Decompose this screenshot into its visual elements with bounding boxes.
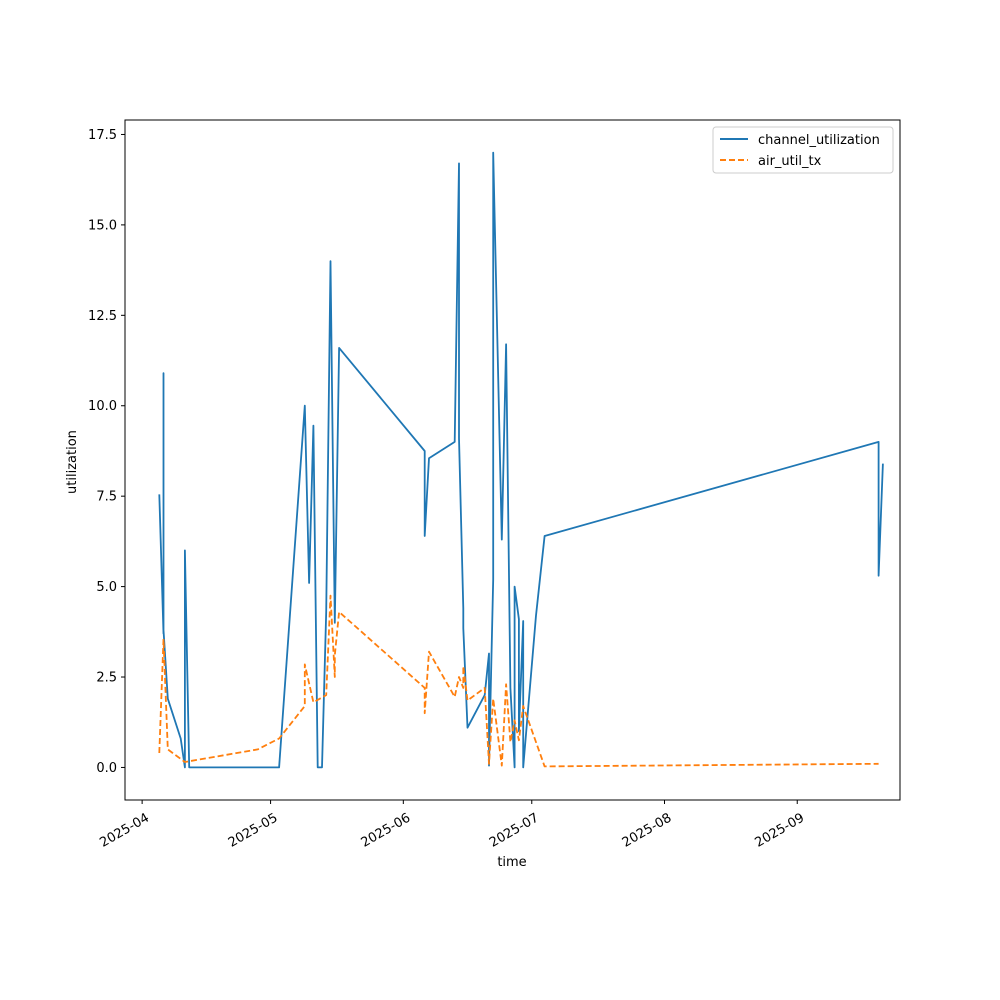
series-line-air-util-tx bbox=[158, 594, 879, 768]
y-tick-label: 15.0 bbox=[88, 218, 117, 233]
y-axis-label: utilization bbox=[65, 430, 80, 494]
y-tick-label: 2.5 bbox=[96, 671, 117, 686]
x-axis-label: time bbox=[497, 855, 526, 870]
series-layer bbox=[158, 151, 884, 769]
y-tick-label: 17.5 bbox=[88, 128, 117, 143]
legend-label-channel-utilization: channel_utilization bbox=[758, 133, 880, 148]
y-tick-label: 12.5 bbox=[88, 309, 117, 324]
legend: channel_utilization air_util_tx bbox=[712, 126, 894, 174]
y-tick-label: 0.0 bbox=[96, 761, 117, 776]
y-tick-label: 7.5 bbox=[96, 490, 117, 505]
y-tick-label: 5.0 bbox=[96, 580, 117, 595]
series-line-channel-utilization bbox=[158, 151, 884, 769]
legend-box bbox=[712, 126, 894, 174]
plot-frame bbox=[124, 119, 901, 801]
legend-label-air-util-tx: air_util_tx bbox=[758, 154, 822, 169]
y-axis: 0.0 2.5 5.0 7.5 10.0 12.5 15.0 17.5 bbox=[88, 128, 125, 776]
y-tick-label: 10.0 bbox=[88, 399, 117, 414]
